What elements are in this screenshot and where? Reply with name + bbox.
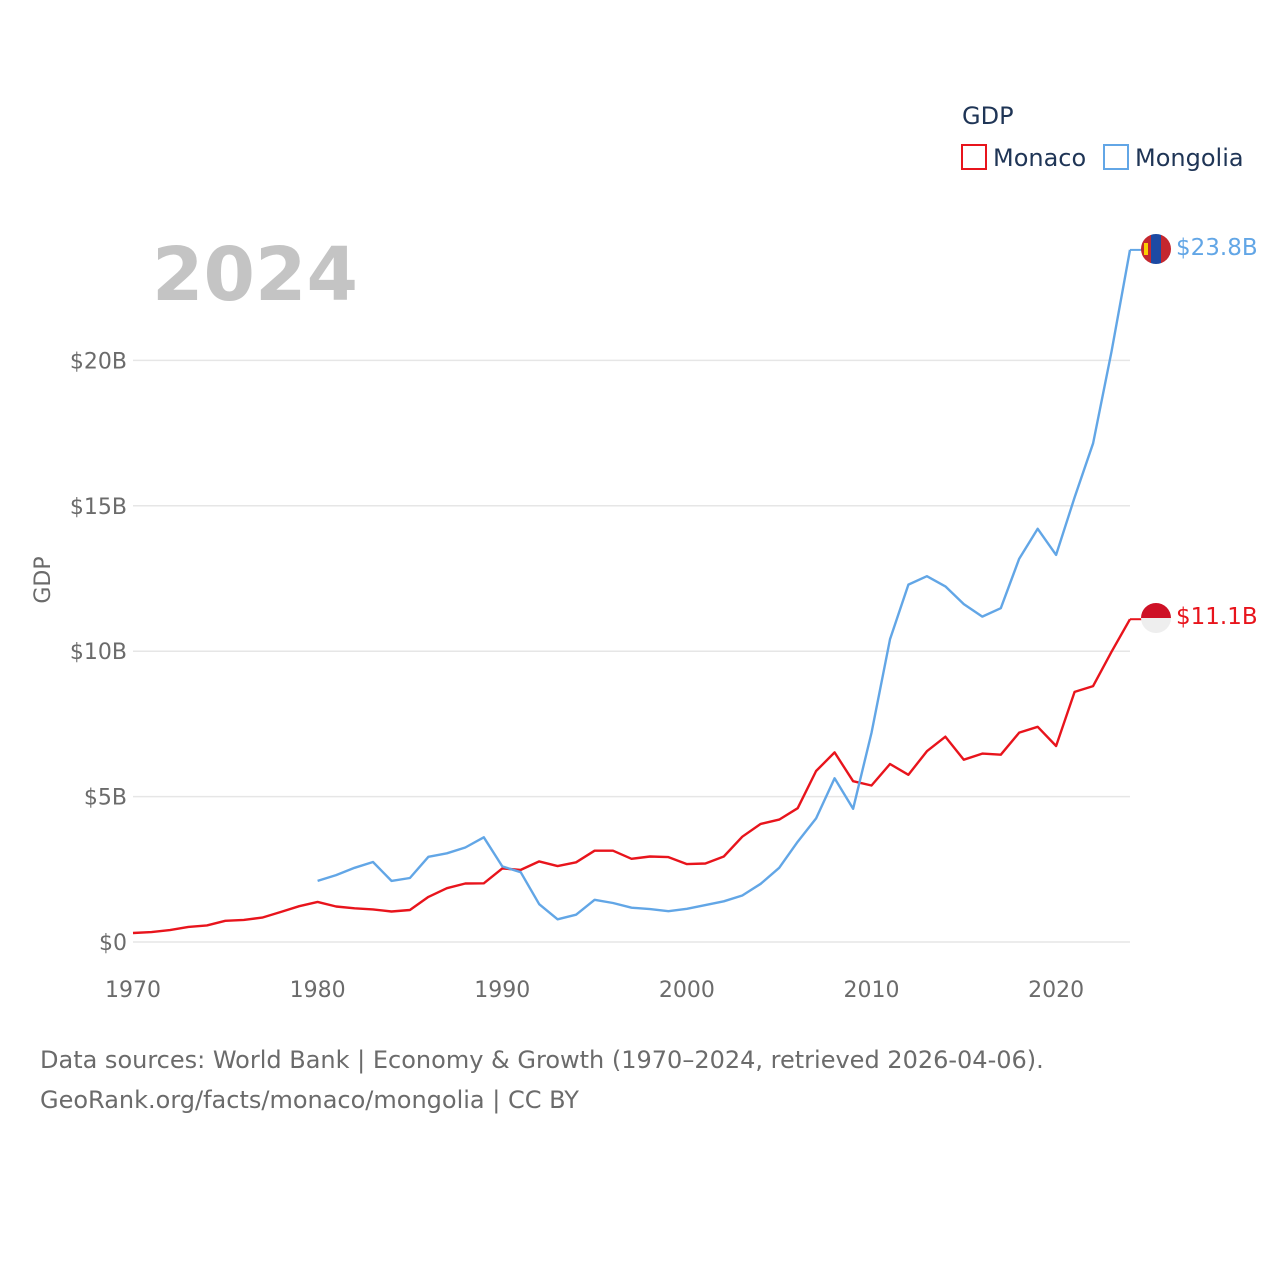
source-line-2: GeoRank.org/facts/monaco/mongolia | CC B… <box>40 1086 579 1114</box>
y-tick-label: $15B <box>70 495 127 520</box>
x-tick-label: 1990 <box>474 978 530 1003</box>
monaco-flag-icon <box>1141 603 1171 633</box>
legend-title: GDP <box>962 102 1014 130</box>
legend-swatch-mongolia <box>1103 144 1129 170</box>
x-axis-ticks: 1970 1980 1990 2000 2010 2020 <box>105 978 1084 1003</box>
legend-label-mongolia: Mongolia <box>1135 144 1244 172</box>
series-lines <box>132 248 1142 935</box>
x-tick-label: 2020 <box>1028 978 1084 1003</box>
y-axis-label: GDP <box>31 556 56 603</box>
y-tick-label: $10B <box>70 640 127 665</box>
grid-lines <box>133 359 1130 943</box>
series-line-monaco <box>132 618 1132 935</box>
year-label: 2024 <box>152 232 358 318</box>
x-tick-label: 2010 <box>844 978 900 1003</box>
y-tick-label: $5B <box>84 786 127 811</box>
data-source-note: Data sources: World Bank | Economy & Gro… <box>40 1040 1044 1120</box>
mongolia-flag-icon <box>1141 234 1171 264</box>
y-tick-label: $0 <box>99 931 127 956</box>
source-line-1: Data sources: World Bank | Economy & Gro… <box>40 1046 1044 1074</box>
legend-label-monaco: Monaco <box>993 144 1086 172</box>
x-tick-label: 1980 <box>290 978 346 1003</box>
x-tick-label: 2000 <box>659 978 715 1003</box>
x-tick-label: 1970 <box>105 978 161 1003</box>
mongolia-end-label: $23.8B <box>1176 235 1258 261</box>
monaco-end-label: $11.1B <box>1176 604 1258 630</box>
y-tick-label: $20B <box>70 349 127 374</box>
series-line-mongolia <box>317 249 1132 921</box>
legend: GDP Monaco Mongolia <box>961 102 1244 172</box>
legend-swatch-monaco <box>961 144 987 170</box>
y-axis-ticks: $0 $5B $10B $15B $20B <box>70 349 127 956</box>
